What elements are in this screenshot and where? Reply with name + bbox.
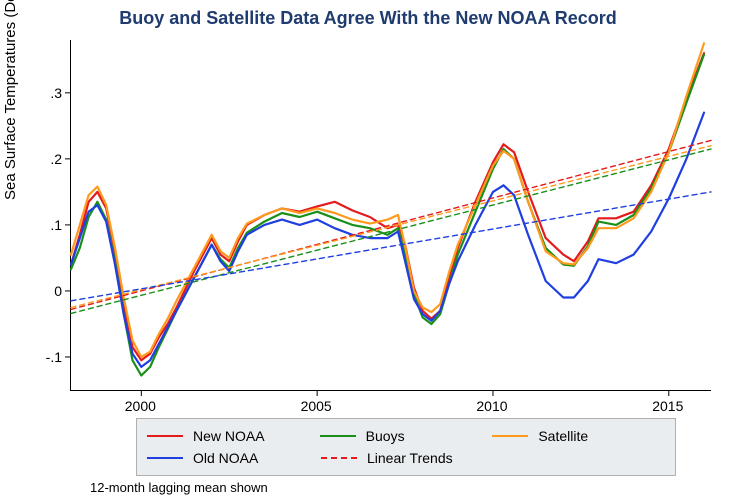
legend-label: Buoys: [366, 428, 405, 444]
legend-label: Linear Trends: [367, 450, 453, 466]
legend-swatch: [320, 435, 356, 438]
legend-label: New NOAA: [193, 428, 265, 444]
series-line: [71, 53, 704, 360]
legend-row: Old NOAA Linear Trends: [147, 447, 665, 469]
chart-title: Buoy and Satellite Data Agree With the N…: [0, 8, 736, 29]
legend-label: Old NOAA: [193, 450, 258, 466]
series-line: [71, 113, 704, 367]
y-axis-label: Sea Surface Temperatures (Deg. C): [2, 0, 19, 200]
legend-swatch: [147, 435, 183, 438]
legend-item: Old NOAA: [147, 450, 321, 466]
y-tick-label: .3: [32, 85, 62, 101]
y-tick-label: .1: [32, 217, 62, 233]
legend-label: Satellite: [538, 428, 588, 444]
caption: 12-month lagging mean shown: [90, 480, 268, 495]
y-tick-label: -.1: [32, 349, 62, 365]
legend: New NOAA Buoys Satellite Old NOAA Linear…: [136, 418, 676, 476]
legend-item: Buoys: [320, 428, 493, 444]
series-line: [71, 43, 704, 357]
legend-item: Linear Trends: [321, 450, 495, 466]
series-line: [71, 149, 711, 313]
plot-svg: [71, 40, 711, 390]
plot-area: [70, 40, 711, 391]
legend-swatch: [492, 435, 528, 438]
x-tick-label: 2000: [125, 398, 156, 414]
legend-item: New NOAA: [147, 428, 320, 444]
x-tick-label: 2010: [476, 398, 507, 414]
legend-row: New NOAA Buoys Satellite: [147, 425, 665, 447]
chart-container: Buoy and Satellite Data Agree With the N…: [0, 0, 736, 504]
y-tick-label: .2: [32, 151, 62, 167]
legend-swatch: [321, 457, 357, 459]
x-tick-label: 2015: [652, 398, 683, 414]
y-tick-label: 0: [32, 283, 62, 299]
x-tick-label: 2005: [301, 398, 332, 414]
legend-swatch: [147, 457, 183, 460]
legend-item: Satellite: [492, 428, 665, 444]
